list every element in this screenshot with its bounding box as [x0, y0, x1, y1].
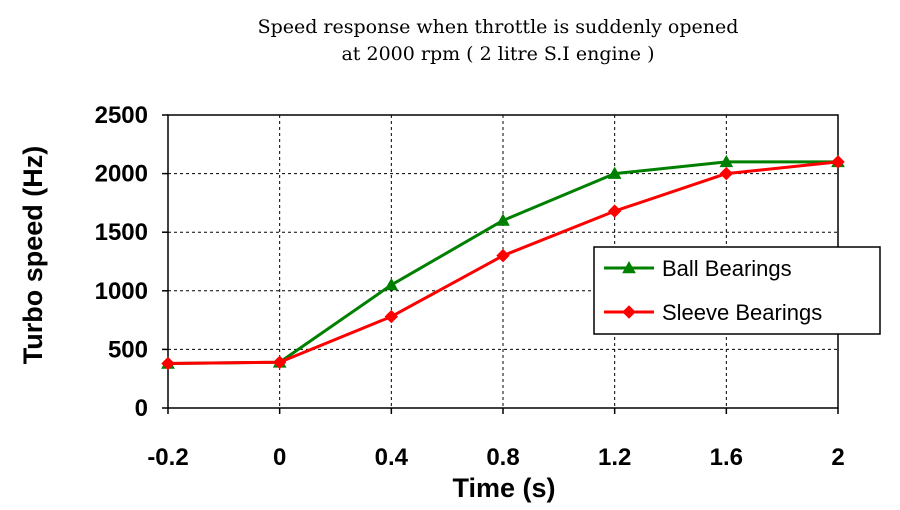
data-point: [607, 166, 622, 179]
data-point: [719, 166, 734, 181]
legend-item: Sleeve Bearings: [604, 300, 822, 325]
y-tick-label: 1500: [95, 219, 148, 246]
data-point: [719, 154, 734, 168]
data-point: [272, 355, 287, 369]
chart-title-line-1: Speed response when throttle is suddenly…: [258, 16, 739, 38]
data-point: [384, 277, 399, 291]
data-point: [496, 248, 510, 263]
legend-item: Ball Bearings: [604, 256, 792, 281]
legend-label: Sleeve Bearings: [662, 300, 822, 325]
series-sleeve-bearings: [161, 155, 845, 371]
y-tick-label: 2000: [95, 161, 148, 188]
data-point: [161, 356, 175, 371]
y-axis-label: Turbo speed (Hz): [18, 146, 48, 365]
x-tick-label: 1.6: [710, 444, 743, 471]
data-point: [831, 155, 845, 169]
data-point: [607, 204, 622, 218]
data-point: [496, 213, 510, 226]
x-tick-label: 0.8: [486, 444, 519, 471]
chart-title-line-2: at 2000 rpm ( 2 litre S.I engine ): [341, 43, 654, 65]
data-point: [384, 309, 399, 324]
legend-box: [593, 246, 881, 335]
series-lines: [161, 154, 845, 371]
y-tick-label: 0: [135, 395, 148, 422]
y-tick-label: 1000: [95, 278, 148, 305]
x-tick-label: -0.2: [147, 444, 188, 471]
legend-label: Ball Bearings: [662, 256, 792, 281]
x-tick-label: 2: [831, 444, 844, 471]
y-tick-label: 500: [108, 336, 148, 363]
x-tick-labels: -0.2 0 0.4 0.8 1.2 1.6 2: [147, 408, 845, 471]
y-tick-label: 2500: [95, 102, 148, 129]
legend: Ball Bearings Sleeve Bearings: [593, 246, 881, 335]
x-tick-label: 0: [273, 444, 286, 471]
x-tick-label: 0.4: [375, 444, 409, 471]
y-tick-labels: 0 500 1000 1500 2000 2500: [95, 102, 168, 422]
x-tick-label: 1.2: [598, 444, 631, 471]
legend-marker: [622, 260, 636, 274]
legend-marker: [622, 305, 636, 319]
x-axis-label: Time (s): [452, 473, 555, 503]
